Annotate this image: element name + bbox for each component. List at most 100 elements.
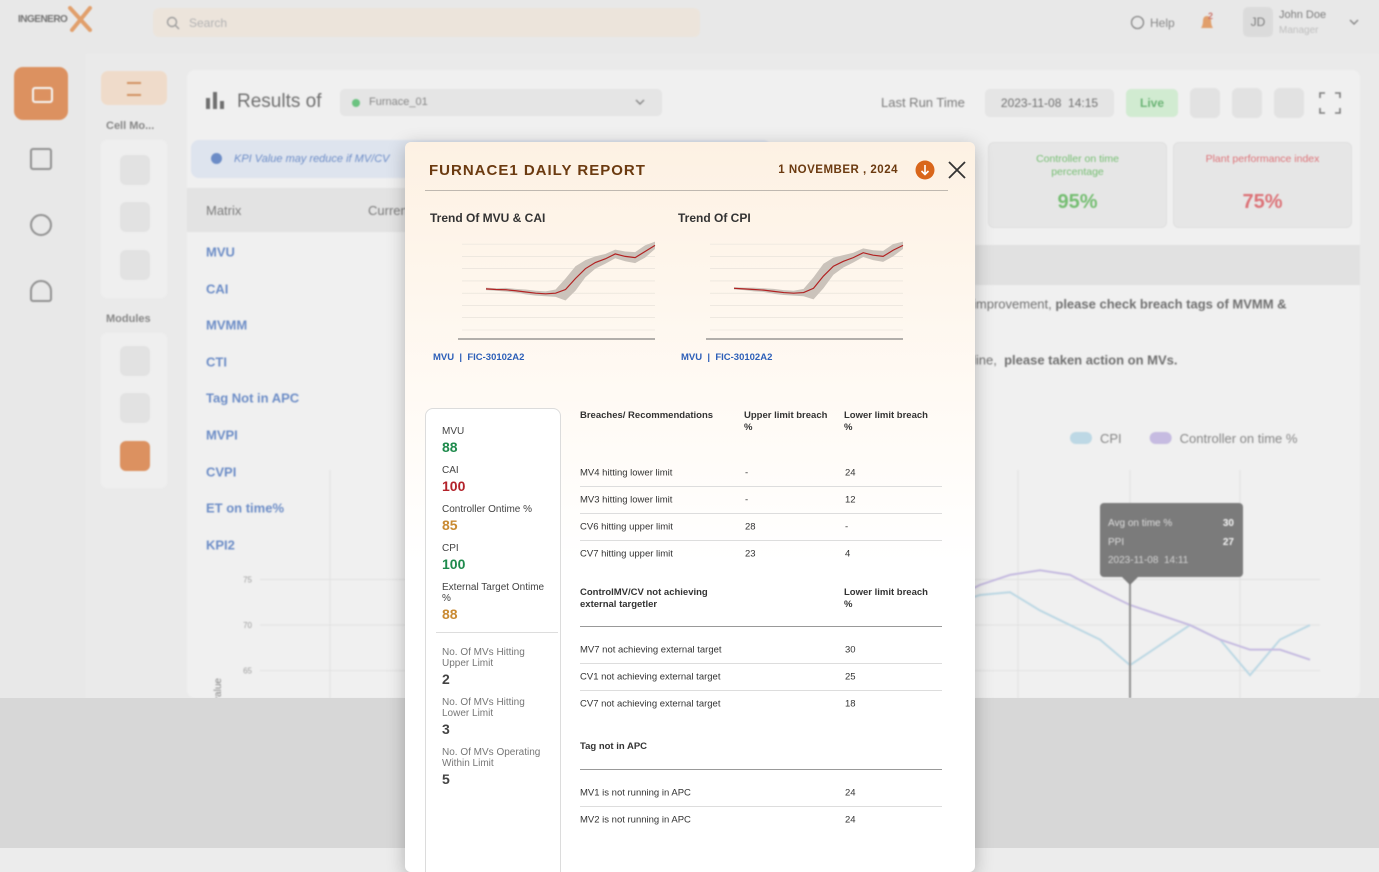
table-header: Lower limit breach % [844, 587, 928, 610]
stat-label: CPI [442, 543, 459, 554]
action-button[interactable] [1274, 88, 1304, 118]
live-badge[interactable]: Live [1126, 89, 1178, 117]
results-title: Results of [237, 91, 322, 112]
stat-value: 88 [442, 439, 458, 455]
series-line [919, 569, 1311, 661]
matrix-row-label: MVMM [206, 317, 248, 333]
table-cell: - [745, 467, 749, 479]
kpi-card: Controller on time percentage 95% [988, 142, 1167, 228]
matrix-row-label: KPI2 [206, 537, 235, 553]
table-cell: 23 [745, 548, 756, 560]
y-tick-label: 75 [243, 575, 252, 584]
row-divider [580, 690, 942, 691]
panel-icon[interactable] [120, 155, 150, 185]
legend-label: Controller on time % [1180, 431, 1298, 446]
action-button[interactable] [1232, 88, 1262, 118]
report-modal: FURNACE1 DAILY REPORT 1 NOVEMBER , 2024 … [405, 142, 975, 872]
matrix-row-label: Tag Not in APC [206, 390, 300, 406]
table-header: Upper limit breach % [744, 410, 828, 433]
stat-value: 88 [442, 606, 458, 622]
furnace-name: Furnace_01 [369, 96, 428, 108]
matrix-header-label: Matrix [206, 203, 242, 218]
tooltip-value: 30 [1223, 518, 1235, 529]
user-role: Manager [1279, 25, 1319, 36]
table-cell: 24 [845, 814, 856, 826]
kpi-summary: MVU 88 CAI 100 Controller Ontime % 85 CPI 100 Ex… [425, 408, 561, 872]
info-text: KPI Value may reduce if MV/CV [234, 153, 390, 165]
panel-icon[interactable] [120, 346, 150, 376]
tooltip-label: Avg on time % [1108, 518, 1172, 529]
series-line [919, 591, 1311, 677]
search-placeholder: Search [189, 16, 228, 30]
trend-band [486, 241, 655, 301]
report-date: 1 NOVEMBER , 2024 [778, 164, 898, 176]
stat-label: External Target Ontime % [442, 582, 545, 604]
kpi-value: 95% [1057, 191, 1098, 213]
table-cell: 4 [845, 548, 851, 560]
panel-icon[interactable] [120, 202, 150, 232]
download-button[interactable] [915, 160, 935, 180]
panel-toggle[interactable] [101, 71, 167, 105]
furnace-select[interactable]: Furnace_01 [340, 89, 662, 116]
table-header: ControlMV/CV not achieving external targ… [580, 587, 708, 610]
panel-icon[interactable] [120, 250, 150, 280]
title-divider [425, 190, 948, 191]
tooltip [1100, 503, 1243, 577]
matrix-row-label: CTI [206, 354, 227, 370]
tooltip-label: PPI [1108, 537, 1124, 548]
table-cell: MV2 is not running in APC [580, 814, 691, 826]
nav-active[interactable] [14, 67, 68, 120]
table-header: Breaches/ Recommendations [580, 410, 714, 421]
message: line, please taken action on MVs. [973, 353, 1177, 368]
matrix-row-label: CAI [206, 281, 229, 297]
count-value: 5 [442, 771, 450, 787]
table-cell: MV1 is not running in APC [580, 787, 691, 799]
help-link[interactable]: Help [1150, 16, 1175, 30]
count-value: 3 [442, 721, 450, 737]
header-divider [580, 626, 942, 627]
avatar[interactable]: JD [1243, 7, 1273, 37]
panel-icon-active[interactable] [120, 441, 150, 471]
action-button[interactable] [1190, 88, 1220, 118]
table-cell: CV6 hitting upper limit [580, 521, 673, 533]
search-box[interactable]: Search [153, 8, 700, 37]
table-cell: 24 [845, 787, 856, 799]
last-run-label: Last Run Time [881, 95, 965, 110]
trend-title: Trend Of MVU & CAI [430, 211, 545, 225]
message-bold: please check breach tags of MVMM & [1055, 296, 1287, 312]
close-button[interactable] [947, 160, 967, 180]
tooltip-value: 27 [1223, 537, 1235, 548]
count-label: No. Of MVs Operating Within Limit [442, 747, 541, 769]
kpi-value: 75% [1242, 191, 1283, 213]
count-value: 2 [442, 671, 450, 687]
matrix-row-label: CVPI [206, 464, 237, 480]
user-menu-chevron[interactable] [1348, 18, 1360, 28]
trend-tag: MVU | FIC-30102A2 [433, 352, 524, 363]
stat-label: MVU [442, 426, 465, 437]
count-label: No. Of MVs Hitting Lower Limit [442, 697, 525, 719]
tooltip-time: 2023-11-08 14:11 [1108, 555, 1189, 566]
trend-tag: MVU | FIC-30102A2 [681, 352, 772, 363]
legend-label: CPI [1100, 431, 1122, 446]
stat-label: Controller Ontime % [442, 504, 533, 515]
user-name: John Doe [1279, 9, 1327, 21]
nav-icon[interactable] [30, 214, 52, 236]
kpi-label: Controller on time percentage [1036, 153, 1119, 178]
table-cell: MV3 hitting lower limit [580, 494, 673, 506]
header-divider [580, 769, 942, 770]
panel-label: Modules [106, 313, 151, 325]
panel-label: Cell Mo... [106, 120, 155, 132]
nav-icon[interactable] [30, 280, 52, 302]
tooltip-arrow [1122, 577, 1138, 585]
stat-label: CAI [442, 465, 459, 476]
table-cell: 30 [845, 644, 856, 656]
bell-icon[interactable] [1197, 12, 1217, 34]
table-cell: 24 [845, 467, 856, 479]
nav-icon[interactable] [30, 148, 52, 170]
panel-icon[interactable] [120, 393, 150, 423]
trend-title: Trend Of CPI [678, 211, 751, 225]
table-cell: CV7 hitting upper limit [580, 548, 673, 560]
row-divider [580, 806, 942, 807]
table-cell: 12 [845, 494, 856, 506]
expand-icon[interactable] [1318, 91, 1342, 115]
